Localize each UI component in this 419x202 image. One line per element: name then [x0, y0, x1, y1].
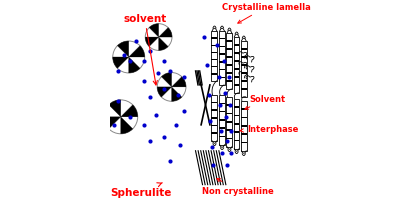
Bar: [226, 97, 233, 147]
Bar: [241, 109, 247, 110]
Circle shape: [157, 73, 186, 102]
Bar: [219, 95, 225, 145]
Text: Interphase: Interphase: [240, 124, 298, 133]
Bar: [226, 41, 233, 42]
Text: solvent: solvent: [123, 14, 166, 85]
Wedge shape: [149, 25, 159, 38]
Bar: [212, 60, 217, 61]
Bar: [219, 103, 225, 104]
Bar: [234, 77, 239, 78]
Bar: [212, 125, 217, 126]
Circle shape: [113, 42, 145, 74]
Wedge shape: [129, 46, 145, 58]
Bar: [226, 113, 233, 115]
Bar: [212, 118, 217, 119]
Bar: [234, 115, 239, 117]
Bar: [212, 102, 217, 104]
Bar: [234, 99, 239, 149]
Bar: [226, 81, 233, 82]
Bar: [241, 42, 247, 97]
Bar: [212, 133, 217, 134]
Bar: [226, 34, 233, 89]
Bar: [241, 125, 247, 127]
Bar: [212, 45, 217, 47]
Text: Spherulite: Spherulite: [110, 183, 171, 197]
Bar: [219, 111, 225, 113]
Bar: [226, 49, 233, 50]
Bar: [219, 39, 225, 40]
Bar: [241, 65, 247, 66]
Bar: [212, 74, 217, 75]
Text: Solvent: Solvent: [245, 94, 285, 110]
Wedge shape: [145, 38, 159, 47]
Bar: [219, 54, 225, 56]
Wedge shape: [129, 58, 140, 74]
Bar: [241, 49, 247, 50]
Bar: [212, 53, 217, 54]
Bar: [234, 69, 239, 70]
Bar: [226, 105, 233, 106]
Wedge shape: [117, 42, 129, 58]
Wedge shape: [159, 38, 168, 51]
Bar: [234, 61, 239, 62]
Bar: [226, 122, 233, 123]
Wedge shape: [121, 105, 138, 117]
Bar: [212, 32, 217, 82]
Bar: [241, 142, 247, 143]
Bar: [219, 128, 225, 129]
Bar: [241, 81, 247, 82]
Wedge shape: [159, 28, 172, 38]
Bar: [241, 89, 247, 90]
Bar: [241, 134, 247, 135]
Bar: [234, 107, 239, 108]
Wedge shape: [121, 117, 133, 134]
Text: Crystalline lamella: Crystalline lamella: [222, 3, 311, 24]
Bar: [219, 46, 225, 48]
Bar: [234, 53, 239, 54]
Bar: [241, 101, 247, 151]
Bar: [226, 57, 233, 58]
Bar: [219, 69, 225, 71]
Bar: [234, 132, 239, 133]
Bar: [212, 38, 217, 40]
Bar: [241, 57, 247, 58]
Bar: [234, 140, 239, 141]
Bar: [241, 73, 247, 74]
Wedge shape: [113, 58, 129, 69]
Circle shape: [145, 25, 172, 51]
Wedge shape: [172, 77, 186, 87]
Bar: [219, 77, 225, 79]
Bar: [219, 120, 225, 121]
Bar: [212, 95, 217, 141]
Bar: [226, 138, 233, 139]
Wedge shape: [157, 87, 172, 98]
Bar: [226, 65, 233, 66]
Bar: [212, 110, 217, 111]
Bar: [219, 136, 225, 138]
Bar: [241, 117, 247, 119]
Text: Non crystalline: Non crystalline: [202, 179, 273, 195]
Wedge shape: [172, 87, 182, 102]
Bar: [212, 67, 217, 68]
Bar: [234, 38, 239, 94]
Bar: [226, 73, 233, 74]
Bar: [226, 130, 233, 131]
Bar: [234, 123, 239, 125]
Wedge shape: [161, 73, 172, 87]
Bar: [219, 62, 225, 63]
Bar: [234, 85, 239, 86]
Wedge shape: [104, 117, 121, 129]
Bar: [219, 32, 225, 85]
Bar: [234, 45, 239, 46]
Circle shape: [104, 100, 138, 134]
Wedge shape: [109, 100, 121, 117]
